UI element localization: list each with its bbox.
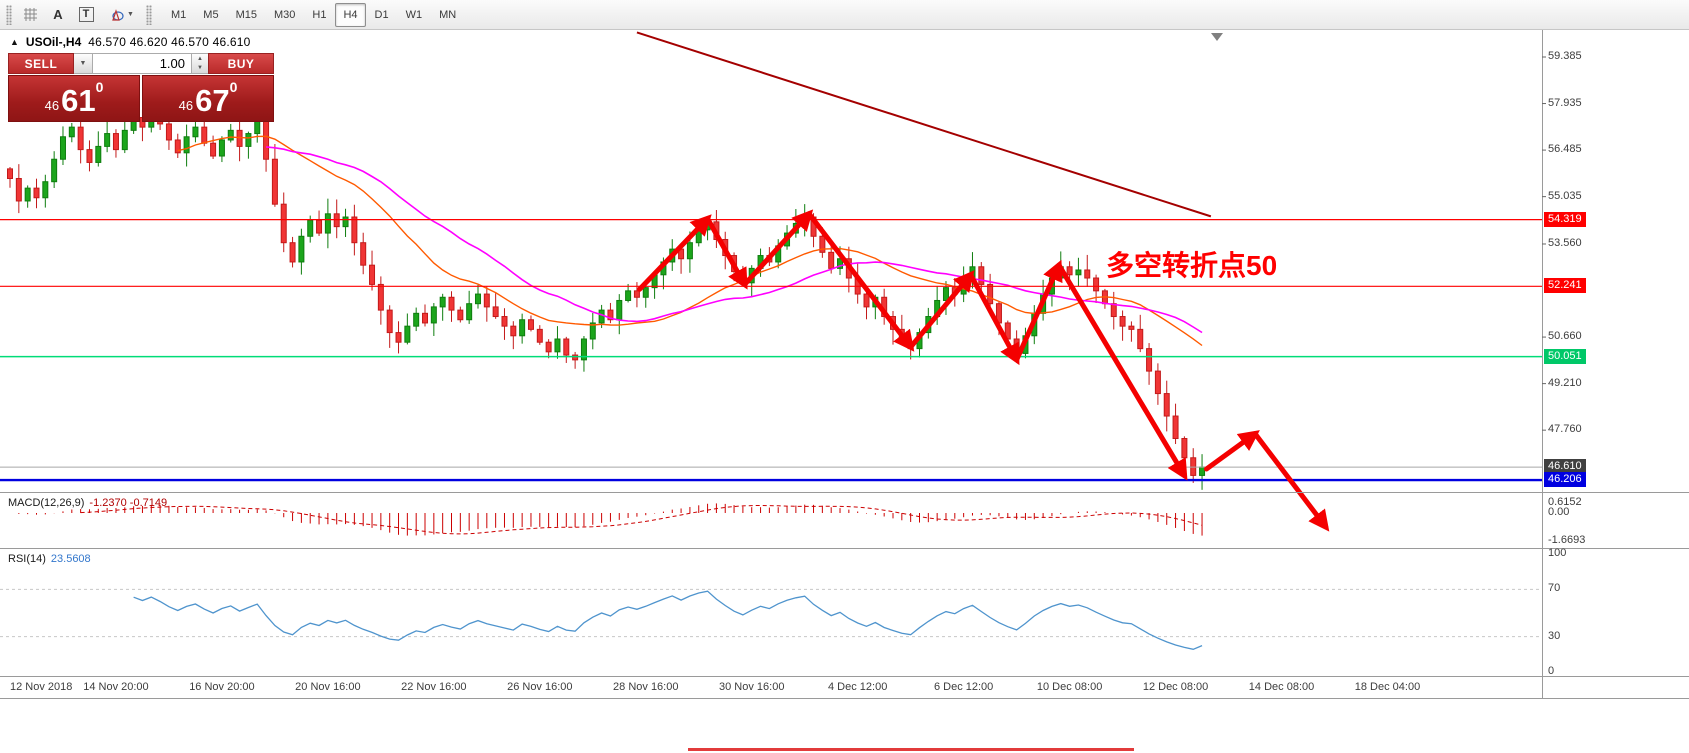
panel-collapse-icon[interactable]: ▲	[10, 37, 19, 47]
ask-price-big: 67	[195, 83, 230, 118]
symbol-title: USOil-,H4	[25, 35, 82, 49]
time-axis-label: 12 Dec 08:00	[1142, 681, 1209, 693]
price-line-tag: 54.319	[1544, 211, 1586, 227]
price-axis-label: 49.210	[1548, 376, 1582, 389]
time-axis-label: 10 Dec 08:00	[1036, 681, 1103, 693]
trade-controls-row: SELL ▼ 1.00 ▲ ▼ BUY	[8, 53, 274, 74]
macd-axis-label: 0.00	[1548, 506, 1570, 518]
volume-stepper[interactable]: ▲ ▼	[192, 53, 208, 74]
boxed-t-glyph: T	[78, 7, 94, 22]
timeframe-button-D1[interactable]: D1	[374, 8, 389, 21]
rsi-axis-label: 70	[1548, 582, 1561, 595]
stepper-up-icon[interactable]: ▲	[197, 55, 203, 62]
sell-button[interactable]: SELL	[8, 53, 74, 74]
timeframe-button-M5[interactable]: M5	[203, 8, 219, 21]
rsi-axis-label: 30	[1548, 629, 1561, 642]
price-line-tag: 46.206	[1544, 472, 1586, 488]
timeframe-button-M1[interactable]: M1	[171, 8, 187, 21]
price-axis-label: 57.935	[1548, 96, 1582, 109]
price-axis-label: 47.760	[1548, 423, 1582, 436]
grid-icon	[23, 8, 37, 21]
timeframe-button-M15[interactable]: M15	[235, 8, 257, 21]
chart-header: ▲ USOil-,H4 46.570 46.620 46.570 46.610	[10, 35, 250, 49]
macd-pane-label: MACD(12,26,9) -1.2370 -0.7149	[8, 497, 167, 509]
time-axis-label: 16 Nov 20:00	[189, 681, 255, 693]
time-axis-label: 4 Dec 12:00	[828, 681, 888, 693]
bid-price-button[interactable]: 46 61 0	[8, 75, 140, 122]
timeframe-button-MN[interactable]: MN	[439, 8, 457, 21]
letter-a-glyph: A	[53, 7, 63, 22]
bottom-red-bar	[688, 748, 1134, 751]
rsi-title: RSI(14)	[8, 553, 46, 565]
price-axis-label: 56.485	[1548, 143, 1582, 156]
macd-axis-label: 0.6152	[1548, 495, 1582, 508]
time-axis-label: 22 Nov 16:00	[401, 681, 467, 693]
rsi-axis-label: 0	[1548, 665, 1555, 677]
chart-annotation-text: 多空转折点50	[1106, 250, 1278, 281]
stepper-down-icon[interactable]: ▼	[197, 65, 203, 72]
toolbar-drag-handle-2[interactable]	[146, 4, 152, 25]
time-axis-label: 30 Nov 16:00	[719, 681, 785, 693]
price-axis-label: 53.560	[1548, 236, 1582, 249]
bid-ask-row: 46 61 0 46 67 0	[8, 75, 274, 122]
time-axis-label: 28 Nov 16:00	[613, 681, 679, 693]
ask-price-button[interactable]: 46 67 0	[142, 75, 274, 122]
price-axis-label: 59.385	[1548, 50, 1582, 62]
ask-price-small: 46	[178, 98, 194, 113]
macd-axis-label: -1.6693	[1548, 534, 1586, 547]
bid-price-sup: 0	[95, 79, 104, 95]
rsi-axis-label: 100	[1548, 547, 1567, 559]
time-axis-label: 18 Dec 04:00	[1354, 681, 1421, 693]
macd-title: MACD(12,26,9)	[8, 497, 85, 509]
volume-input[interactable]: 1.00	[93, 53, 192, 74]
rsi-value: 23.5608	[50, 553, 91, 565]
bid-price-small: 46	[44, 98, 60, 113]
ask-price-sup: 0	[229, 79, 238, 95]
volume-dropdown-button[interactable]: ▼	[74, 53, 93, 74]
label-tool-icon[interactable]: T	[73, 2, 99, 28]
shapes-icon	[112, 8, 124, 21]
timeframe-button-M30[interactable]: M30	[273, 8, 296, 21]
time-axis-label: 12 Nov 2018	[10, 681, 73, 693]
grid-tool-icon[interactable]	[17, 2, 43, 28]
time-axis-label: 20 Nov 16:00	[295, 681, 361, 693]
rsi-pane-label: RSI(14) 23.5608	[8, 553, 91, 565]
timeframe-button-H1[interactable]: H1	[312, 8, 327, 21]
buy-button[interactable]: BUY	[208, 53, 274, 74]
chevron-down-icon: ▼	[127, 11, 134, 18]
time-axis-label: 14 Nov 20:00	[83, 681, 149, 693]
shapes-tool-icon[interactable]: ▼	[101, 2, 141, 28]
one-click-trading-panel: SELL ▼ 1.00 ▲ ▼ BUY 46 61 0 46 67 0	[8, 53, 274, 122]
timeframe-button-H4[interactable]: H4	[335, 2, 366, 27]
time-axis-label: 14 Dec 08:00	[1248, 681, 1315, 693]
macd-values: -1.2370 -0.7149	[89, 497, 168, 509]
toolbar: A T ▼ M1 M5 M15 M30 H1 H4 D1 W1 MN	[0, 0, 1689, 30]
text-tool-icon[interactable]: A	[45, 2, 71, 28]
time-axis-label: 6 Dec 12:00	[933, 681, 994, 693]
ohlc-values: 46.570 46.620 46.570 46.610	[88, 35, 251, 49]
price-axis-label: 55.035	[1548, 189, 1582, 202]
price-line-tag: 52.241	[1544, 278, 1586, 294]
price-line-tag: 50.051	[1544, 348, 1586, 364]
timeframe-button-W1[interactable]: W1	[405, 8, 423, 21]
bid-price-big: 61	[61, 83, 96, 118]
time-axis-label: 26 Nov 16:00	[507, 681, 573, 693]
chevron-down-icon: ▼	[79, 60, 87, 67]
price-line-tag: 46.610	[1544, 459, 1586, 475]
toolbar-drag-handle[interactable]	[6, 4, 12, 25]
timeframe-toolbar: M1 M5 M15 M30 H1 H4 D1 W1 MN	[163, 2, 464, 27]
price-axis-label: 50.660	[1548, 330, 1582, 343]
